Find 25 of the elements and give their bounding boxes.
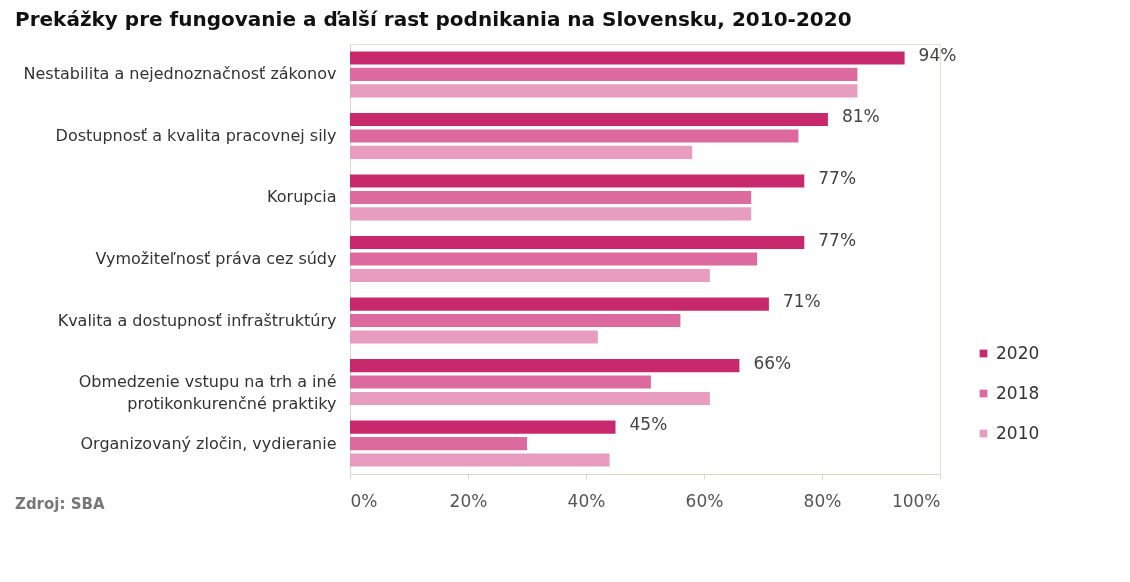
x-tick-label: 80% [803,490,842,511]
y-tick-label: Obmedzenie vstupu na trh a iné protikonkurenčné praktiky [78,372,337,414]
text: Zdroj: SBA [15,495,105,513]
data-label: 81% [841,106,880,127]
x-tick-label: 60% [685,490,724,511]
y-tick-label: Nestabilita a nejednoznačnosť zákonov [23,64,337,84]
y-tick-label: Kvalita a dostupnosť infraštruktúry [57,310,337,330]
x-tick-label: 100% [891,490,941,511]
x-tick-label: 40% [567,490,606,511]
y-tick-label: Korupcia [267,187,337,207]
data-label: 71% [782,291,821,312]
y-tick-label: Dostupnosť a kvalita pracovnej sily [55,125,337,145]
data-label: 45% [629,414,668,435]
legend-label: 2010 [996,422,1040,443]
chart-title: Prekážky pre fungovanie a ďalší rast podnikania na Slovensku, 2010-2020 [15,7,852,31]
data-label: 94% [918,44,957,65]
y-tick-label: Organizovaný zločin, vydieranie [80,433,337,453]
x-tick-label: 20% [449,490,488,511]
data-label: 77% [818,168,857,189]
legend-label: 2018 [996,382,1040,403]
data-label: 66% [753,352,792,373]
legend-label: 2020 [996,342,1040,363]
x-tick-label: 0% [350,490,378,511]
data-label: 77% [818,229,857,250]
y-tick-label: Vymožiteľnosť práva cez súdy [95,249,337,268]
